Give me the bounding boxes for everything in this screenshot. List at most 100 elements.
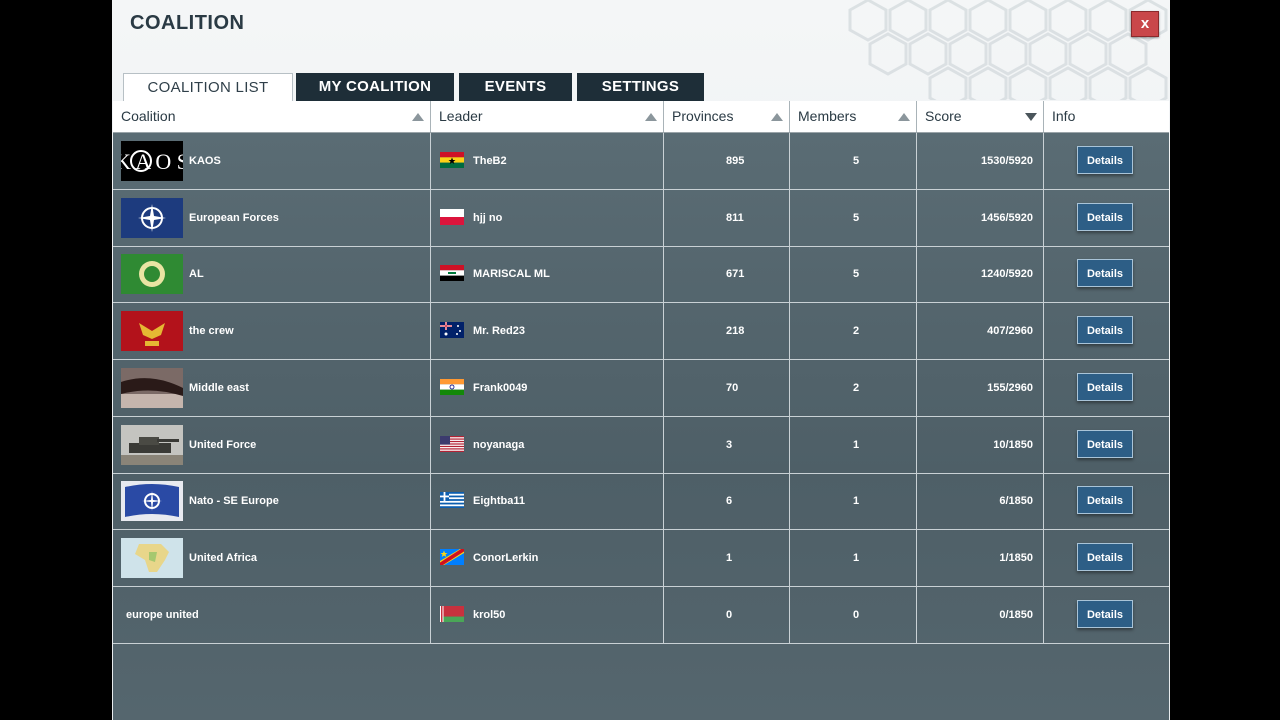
- provinces-value: 811: [726, 211, 744, 224]
- coalition-name: Middle east: [189, 381, 249, 394]
- greece-flag: [440, 492, 464, 509]
- column-header-members[interactable]: Members: [790, 101, 917, 132]
- tab-my-coalition[interactable]: MY COALITION: [296, 73, 454, 101]
- score-value: 1/1850: [999, 551, 1033, 564]
- coalition-name: United Africa: [189, 551, 258, 564]
- members-cell: 1: [790, 473, 917, 530]
- score-value: 10/1850: [993, 438, 1033, 451]
- coalition-cell: United Africa: [113, 529, 431, 586]
- info-cell: Details: [1044, 246, 1169, 302]
- window-title: COALITION: [130, 12, 245, 34]
- column-header-leader[interactable]: Leader: [431, 101, 664, 132]
- coalition-name: KAOS: [189, 155, 221, 167]
- provinces-value: 895: [726, 155, 745, 167]
- column-label: Members: [798, 108, 857, 124]
- details-button[interactable]: Details: [1077, 429, 1133, 458]
- info-cell: Details: [1044, 190, 1169, 246]
- info-cell: Details: [1044, 473, 1169, 529]
- leader-name: TheB2: [473, 155, 507, 167]
- table-row[interactable]: Nato - SE Europe Eightba11 6 1 6/1850 Details: [113, 473, 1169, 531]
- score-cell: 10/1850: [917, 416, 1044, 473]
- africa-map-logo: [121, 537, 183, 578]
- tank-logo: [121, 424, 183, 465]
- details-button[interactable]: Details: [1077, 259, 1133, 288]
- kaos-logo: K A O S: [121, 141, 183, 181]
- members-value: 2: [853, 381, 860, 394]
- details-button[interactable]: Details: [1077, 542, 1133, 571]
- coalition-cell: Nato - SE Europe: [113, 473, 431, 530]
- column-header-provinces[interactable]: Provinces: [664, 101, 790, 132]
- column-label: Provinces: [672, 108, 734, 124]
- column-label: Coalition: [121, 108, 176, 124]
- belarus-flag: [440, 605, 464, 622]
- details-button[interactable]: Details: [1077, 599, 1133, 628]
- score-cell: 1/1850: [917, 529, 1044, 586]
- sort-arrow-active-icon: [1025, 113, 1037, 121]
- members-value: 5: [853, 268, 860, 281]
- provinces-value: 6: [726, 495, 733, 508]
- nato-waving-logo: [121, 481, 183, 522]
- members-value: 1: [853, 438, 860, 451]
- table-row[interactable]: European Forces hjj no 811 5 1456/5920 Detail…: [113, 189, 1169, 247]
- table-row[interactable]: AL MARISCAL ML 671 5 1240/5920 Details: [113, 246, 1169, 304]
- column-label: Score: [925, 108, 962, 124]
- coalition-cell: European Forces: [113, 189, 431, 246]
- details-button[interactable]: Details: [1077, 146, 1133, 174]
- table-row[interactable]: United Africa ConorLerkin 1 1 1/1850 Details: [113, 529, 1169, 587]
- provinces-cell: 70: [664, 359, 790, 416]
- members-cell: 2: [790, 303, 917, 360]
- leader-name: krol50: [473, 608, 506, 621]
- tab-events[interactable]: EVENTS: [459, 73, 572, 101]
- poland-flag: [440, 208, 464, 225]
- leader-name: Eightba11: [473, 495, 525, 508]
- tab-coalition-list[interactable]: COALITION LIST: [123, 73, 293, 103]
- provinces-cell: 811: [664, 189, 790, 246]
- column-label: Info: [1052, 108, 1076, 124]
- provinces-value: 218: [726, 325, 745, 338]
- table-row[interactable]: United Force noyanaga 3 1 10/1850 Details: [113, 416, 1169, 474]
- coalition-table: Coalition Leader Provinces Members Score…: [113, 101, 1169, 720]
- score-value: 1240/5920: [981, 268, 1033, 281]
- provinces-cell: 6: [664, 473, 790, 530]
- dr-congo-flag: [440, 548, 464, 565]
- table-row[interactable]: Middle east Frank0049 70 2 155/2960 Details: [113, 359, 1169, 417]
- column-header-info: Info: [1044, 101, 1169, 132]
- details-button[interactable]: Details: [1077, 486, 1133, 515]
- members-value: 1: [853, 495, 860, 508]
- score-value: 155/2960: [987, 381, 1033, 394]
- leader-cell: Mr. Red23: [431, 303, 664, 360]
- provinces-value: 70: [726, 381, 739, 394]
- column-header-coalition[interactable]: Coalition: [113, 101, 431, 132]
- tab-settings[interactable]: SETTINGS: [577, 73, 704, 101]
- ghana-flag: [440, 152, 464, 168]
- leader-cell: hjj no: [431, 189, 664, 246]
- provinces-cell: 0: [664, 586, 790, 643]
- provinces-value: 0: [726, 608, 733, 621]
- provinces-cell: 3: [664, 416, 790, 473]
- sort-arrow-icon: [771, 113, 783, 121]
- column-header-score[interactable]: Score: [917, 101, 1044, 132]
- info-cell: Details: [1044, 133, 1169, 189]
- table-row[interactable]: the crew Mr. Red23 218 2 407/2960 Details: [113, 303, 1169, 361]
- details-button[interactable]: Details: [1077, 316, 1133, 345]
- members-value: 5: [853, 211, 860, 224]
- leader-name: ConorLerkin: [473, 551, 539, 564]
- sort-arrow-icon: [412, 113, 424, 121]
- members-cell: 5: [790, 189, 917, 246]
- leader-name: noyanaga: [473, 438, 525, 451]
- members-value: 0: [853, 608, 860, 621]
- table-row[interactable]: europe united krol50 0 0 0/1850 Details: [113, 586, 1169, 644]
- info-cell: Details: [1044, 417, 1169, 473]
- coalition-name: the crew: [189, 325, 234, 338]
- close-button[interactable]: x: [1131, 11, 1159, 37]
- provinces-cell: 1: [664, 529, 790, 586]
- coalition-name: Nato - SE Europe: [189, 495, 279, 508]
- score-cell: 0/1850: [917, 586, 1044, 643]
- members-value: 5: [853, 155, 860, 167]
- score-value: 407/2960: [987, 325, 1033, 338]
- details-button[interactable]: Details: [1077, 372, 1133, 401]
- coalition-cell: United Force: [113, 416, 431, 473]
- members-cell: 5: [790, 133, 917, 189]
- details-button[interactable]: Details: [1077, 202, 1133, 231]
- table-row[interactable]: K A O S KAOS TheB2 895 5 1530/5920 Details: [113, 133, 1169, 190]
